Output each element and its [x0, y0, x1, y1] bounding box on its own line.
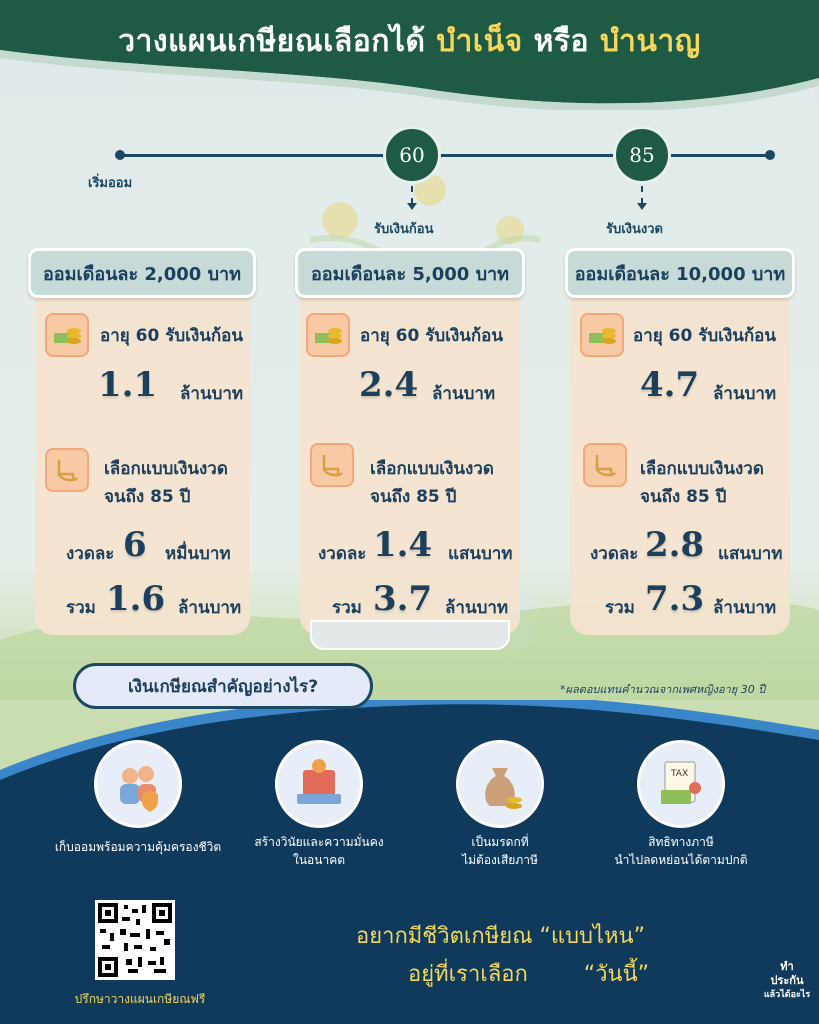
- age-60-marker: 60: [383, 126, 441, 184]
- plan-3-lump-text: อายุ 60 รับเงินก้อน: [633, 326, 776, 346]
- page-title: วางแผนเกษียณเลือกได้ บำเน็จ หรือ บำนาญ: [0, 18, 819, 65]
- plan-2-installment-unit: แสนบาท: [448, 544, 513, 564]
- plan-3-installment-prefix: งวดละ: [590, 544, 639, 564]
- plan-2-total-value: 3.7: [373, 579, 433, 619]
- feature-2-label: สร้างวินัยและความมั่นคง ในอนาคต: [224, 833, 414, 869]
- feature-2-line-2: ในอนาคต: [292, 853, 346, 867]
- plan-3-total-prefix: รวม: [605, 598, 635, 618]
- title-connector: หรือ: [533, 24, 590, 59]
- title-option-lump: บำเน็จ: [436, 24, 523, 59]
- plan-1-lump-unit: ล้านบาท: [180, 384, 244, 404]
- coins-icon: [45, 313, 89, 357]
- plan-2-total-unit: ล้านบาท: [445, 598, 509, 618]
- bottom-band: [0, 700, 819, 1024]
- brand-logo: ทำ ประกัน แล้วได้อะไร: [762, 960, 812, 1002]
- plan-1-installment-value: 6: [123, 525, 147, 565]
- plan-2-monthly-label: ออมเดือนละ 5,000 บาท: [295, 248, 525, 298]
- footnote: *ผลตอบแทนคำนวณจากเพศหญิงอายุ 30 ปี: [560, 683, 766, 696]
- plan-3-installment-unit: แสนบาท: [718, 544, 783, 564]
- plan-2-installment-prefix: งวดละ: [318, 544, 367, 564]
- feature-1-label: เก็บออมพร้อมความคุ้มครองชีวิต: [43, 838, 233, 856]
- card-base: [310, 620, 510, 650]
- annuity-dash: [641, 186, 643, 204]
- plan-3-total-unit: ล้านบาท: [713, 598, 777, 618]
- lump-label: รับเงินก้อน: [374, 222, 434, 237]
- brand-line-2: ประกัน: [770, 974, 804, 987]
- lump-dash: [411, 186, 413, 204]
- plan-1-installment-prefix: งวดละ: [66, 544, 115, 564]
- plan-2-total-prefix: รวม: [332, 598, 362, 618]
- annuity-label: รับเงินงวด: [606, 222, 664, 237]
- plan-2-lump-unit: ล้านบาท: [432, 384, 496, 404]
- plan-2-installment-value: 1.4: [373, 525, 433, 565]
- slogan-line-2: อยู่ที่เราเลือก “วันนี้”: [408, 962, 650, 987]
- money-bag-icon: [456, 740, 544, 828]
- plan-3-annuity-text-1: เลือกแบบเงินงวด: [640, 459, 764, 479]
- feature-4-line-2: นำไปลดหย่อนได้ตามปกติ: [614, 853, 748, 867]
- slogan-line-1: อยากมีชีวิตเกษียณ “แบบไหน”: [356, 924, 645, 949]
- plan-3-lump-unit: ล้านบาท: [713, 384, 777, 404]
- plan-1-annuity-text-1: เลือกแบบเงินงวด: [104, 459, 228, 479]
- timeline-end-dot: [765, 150, 775, 160]
- plan-3-monthly-label: ออมเดือนละ 10,000 บาท: [565, 248, 795, 298]
- annuity-arrow-icon: [637, 203, 647, 210]
- title-prefix: วางแผนเกษียณเลือกได้: [118, 24, 426, 59]
- plan-2-lump-value: 2.4: [359, 365, 419, 405]
- plan-1-total-prefix: รวม: [66, 598, 96, 618]
- timeline-start-dot: [115, 150, 125, 160]
- tax-document-icon: TAX: [637, 740, 725, 828]
- brand-line-3: แล้วได้อะไร: [763, 990, 811, 1000]
- coins-icon: [306, 313, 350, 357]
- plan-3-annuity-text-2: จนถึง 85 ปี: [640, 487, 727, 507]
- feature-2-line-1: สร้างวินัยและความมั่นคง: [254, 835, 384, 849]
- rocking-chair-icon: [45, 448, 89, 492]
- security-confidence-icon: [275, 740, 363, 828]
- plan-3-installment-value: 2.8: [645, 525, 705, 565]
- feature-3-line-2: ไม่ต้องเสียภาษี: [462, 853, 538, 867]
- brand-line-1: ทำ: [780, 960, 794, 973]
- feature-3-label: เป็นมรดกที่ ไม่ต้องเสียภาษี: [405, 833, 595, 869]
- rocking-chair-icon: [310, 443, 354, 487]
- plan-3-total-value: 7.3: [645, 579, 705, 619]
- plan-2-annuity-text-2: จนถึง 85 ปี: [370, 487, 457, 507]
- plan-2-annuity-text-1: เลือกแบบเงินงวด: [370, 459, 494, 479]
- qr-code[interactable]: [95, 900, 175, 980]
- plan-2-lump-text: อายุ 60 รับเงินก้อน: [360, 326, 503, 346]
- title-option-annuity: บำนาญ: [599, 24, 701, 59]
- family-shield-icon: [94, 740, 182, 828]
- feature-4-label: สิทธิทางภาษี นำไปลดหย่อนได้ตามปกติ: [586, 833, 776, 869]
- header-band: [0, 0, 819, 110]
- timeline-line: [120, 154, 770, 157]
- plan-1-monthly-label: ออมเดือนละ 2,000 บาท: [28, 248, 256, 298]
- rocking-chair-icon: [583, 443, 627, 487]
- plan-1-annuity-text-2: จนถึง 85 ปี: [104, 487, 191, 507]
- qr-caption: ปรึกษาวางแผนเกษียณฟรี: [74, 992, 206, 1006]
- lump-arrow-icon: [407, 203, 417, 210]
- feature-1-line-1: เก็บออมพร้อมความคุ้มครองชีวิต: [54, 840, 222, 854]
- timeline-start-label: เริ่มออม: [88, 176, 133, 191]
- feature-4-line-1: สิทธิทางภาษี: [648, 835, 714, 849]
- plan-1-total-value: 1.6: [106, 579, 166, 619]
- age-85-marker: 85: [613, 126, 671, 184]
- plan-1-lump-value: 1.1: [98, 365, 158, 405]
- plan-1-installment-unit: หมื่นบาท: [165, 544, 231, 564]
- plan-1-total-unit: ล้านบาท: [178, 598, 242, 618]
- why-important-heading: เงินเกษียณสำคัญอย่างไร?: [73, 663, 373, 709]
- feature-3-line-1: เป็นมรดกที่: [471, 835, 529, 849]
- coins-icon: [580, 313, 624, 357]
- svg-text:TAX: TAX: [670, 769, 688, 779]
- plan-1-lump-text: อายุ 60 รับเงินก้อน: [100, 326, 243, 346]
- plan-3-lump-value: 4.7: [640, 365, 700, 405]
